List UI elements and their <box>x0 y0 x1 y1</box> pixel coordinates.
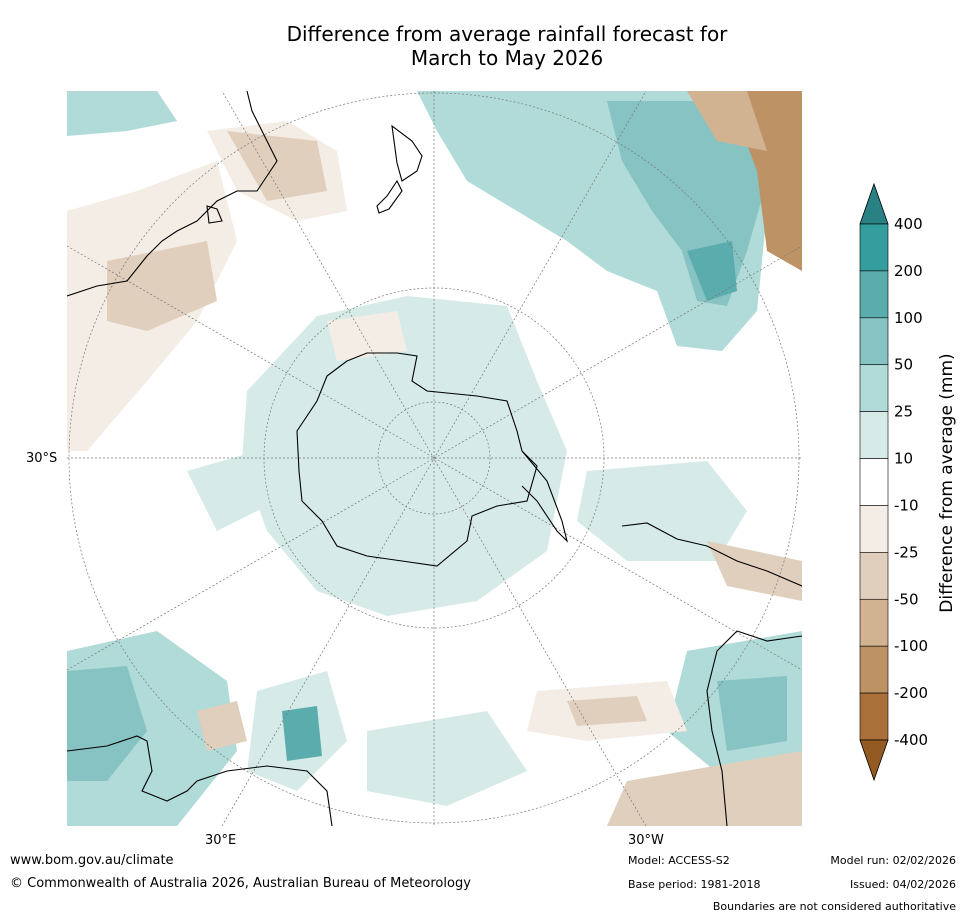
colorbar-tick-label: 200 <box>894 262 923 280</box>
colorbar-swatch <box>859 645 889 694</box>
title-line-2: March to May 2026 <box>410 46 604 70</box>
colorbar-tick-label: 100 <box>894 309 923 327</box>
colorbar-tick-label: -400 <box>894 731 928 749</box>
dry-region-central-pacific <box>327 311 407 361</box>
map-graticule <box>67 91 802 826</box>
meridian-line-60w <box>67 245 802 671</box>
colorbar-swatch <box>859 505 889 553</box>
colorbar-swatch <box>859 598 889 647</box>
colorbar-tick-label: 25 <box>894 403 913 421</box>
longitude-label-30e: 30°E <box>205 833 237 848</box>
wet-region-antarctic-ring <box>242 296 567 616</box>
website-link[interactable]: www.bom.gov.au/climate <box>10 853 174 868</box>
antarctica-coastline <box>296 352 538 567</box>
colorbar-extend-top <box>859 182 889 225</box>
wetter-anomaly-regions <box>67 91 802 826</box>
wet-region-atlantic <box>577 461 747 561</box>
model-run-date: Model run: 02/02/2026 <box>830 854 956 867</box>
base-period: Base period: 1981-2018 <box>628 878 761 891</box>
africa-coastline <box>67 735 333 826</box>
model-name: Model: ACCESS-S2 <box>628 854 730 867</box>
authority-disclaimer: Boundaries are not considered authoritat… <box>712 900 956 913</box>
meridian-line-30w <box>221 91 647 826</box>
longitude-label-30w: 30°W <box>628 833 664 848</box>
tasmania-coastline <box>206 205 223 224</box>
colorbar-tick-label: -100 <box>894 637 928 655</box>
south-america-west-coastline <box>706 630 802 826</box>
latitude-circle-80s <box>377 401 491 515</box>
colorbar-swatch <box>859 411 889 459</box>
dry-region-patagonia <box>707 541 802 601</box>
antarctic-peninsula-coastline <box>521 450 569 543</box>
colorbar-tick-label: -10 <box>894 496 919 514</box>
dry-region-tasman-core <box>227 131 327 201</box>
coastlines <box>67 91 802 826</box>
south-america-coastline <box>621 522 802 587</box>
colorbar-tick-label: 400 <box>894 215 923 233</box>
wet-region-southwest-core <box>67 666 147 781</box>
chart-title: Difference from average rainfall forecas… <box>67 22 947 70</box>
colorbar-tick-label: -50 <box>894 590 919 608</box>
colorbar-tick-label: -25 <box>894 543 919 561</box>
wet-region-africa-core <box>282 706 322 761</box>
colorbar-swatch <box>859 458 889 506</box>
dry-region-brazil-inner <box>687 91 767 151</box>
legend-title: Difference from average (mm) <box>937 353 957 613</box>
colorbar-swatch <box>859 364 889 412</box>
australia-coastline <box>67 91 278 297</box>
dry-region-southeast <box>607 751 802 826</box>
dry-region-atlantic-core <box>567 696 647 726</box>
new-zealand-south-coastline <box>376 179 403 214</box>
colorbar-extend-bottom <box>859 739 889 782</box>
drier-anomaly-regions <box>67 91 802 826</box>
colorbar-swatch <box>859 692 889 741</box>
latitude-label-30s: 30°S <box>26 451 58 466</box>
dry-region-australia-interior <box>107 241 217 331</box>
wet-region-southeast-pacific-core <box>717 676 787 751</box>
copyright-text: © Commonwealth of Australia 2026, Austra… <box>10 876 471 891</box>
colorbar-legend: 400 200 100 50 25 10 -10 -25 -50 -100 -200 -400 <box>859 182 928 782</box>
wet-region-australia-north <box>67 91 177 136</box>
colorbar-tick-label: -200 <box>894 684 928 702</box>
colorbar-tick-labels: 400 200 100 50 25 10 -10 -25 -50 -100 -200 -400 <box>894 215 928 749</box>
wet-region-west-indian <box>367 711 527 806</box>
colorbar-swatch <box>859 317 889 366</box>
wet-region-south-america-peak <box>687 241 737 301</box>
title-line-1: Difference from average rainfall forecas… <box>286 22 728 46</box>
colorbar-tick-label: 50 <box>894 356 913 374</box>
colorbar-swatch <box>859 270 889 319</box>
colorbar-swatches <box>859 182 889 782</box>
wet-region-central-indian <box>187 451 277 531</box>
colorbar-tick-label: 10 <box>894 450 913 468</box>
issued-date: Issued: 04/02/2026 <box>849 878 956 891</box>
dry-region-south-africa-south <box>197 701 247 751</box>
rainfall-map[interactable] <box>67 91 802 826</box>
new-zealand-north-coastline <box>391 124 423 182</box>
colorbar-swatch <box>859 223 889 272</box>
colorbar-swatch <box>859 552 889 600</box>
